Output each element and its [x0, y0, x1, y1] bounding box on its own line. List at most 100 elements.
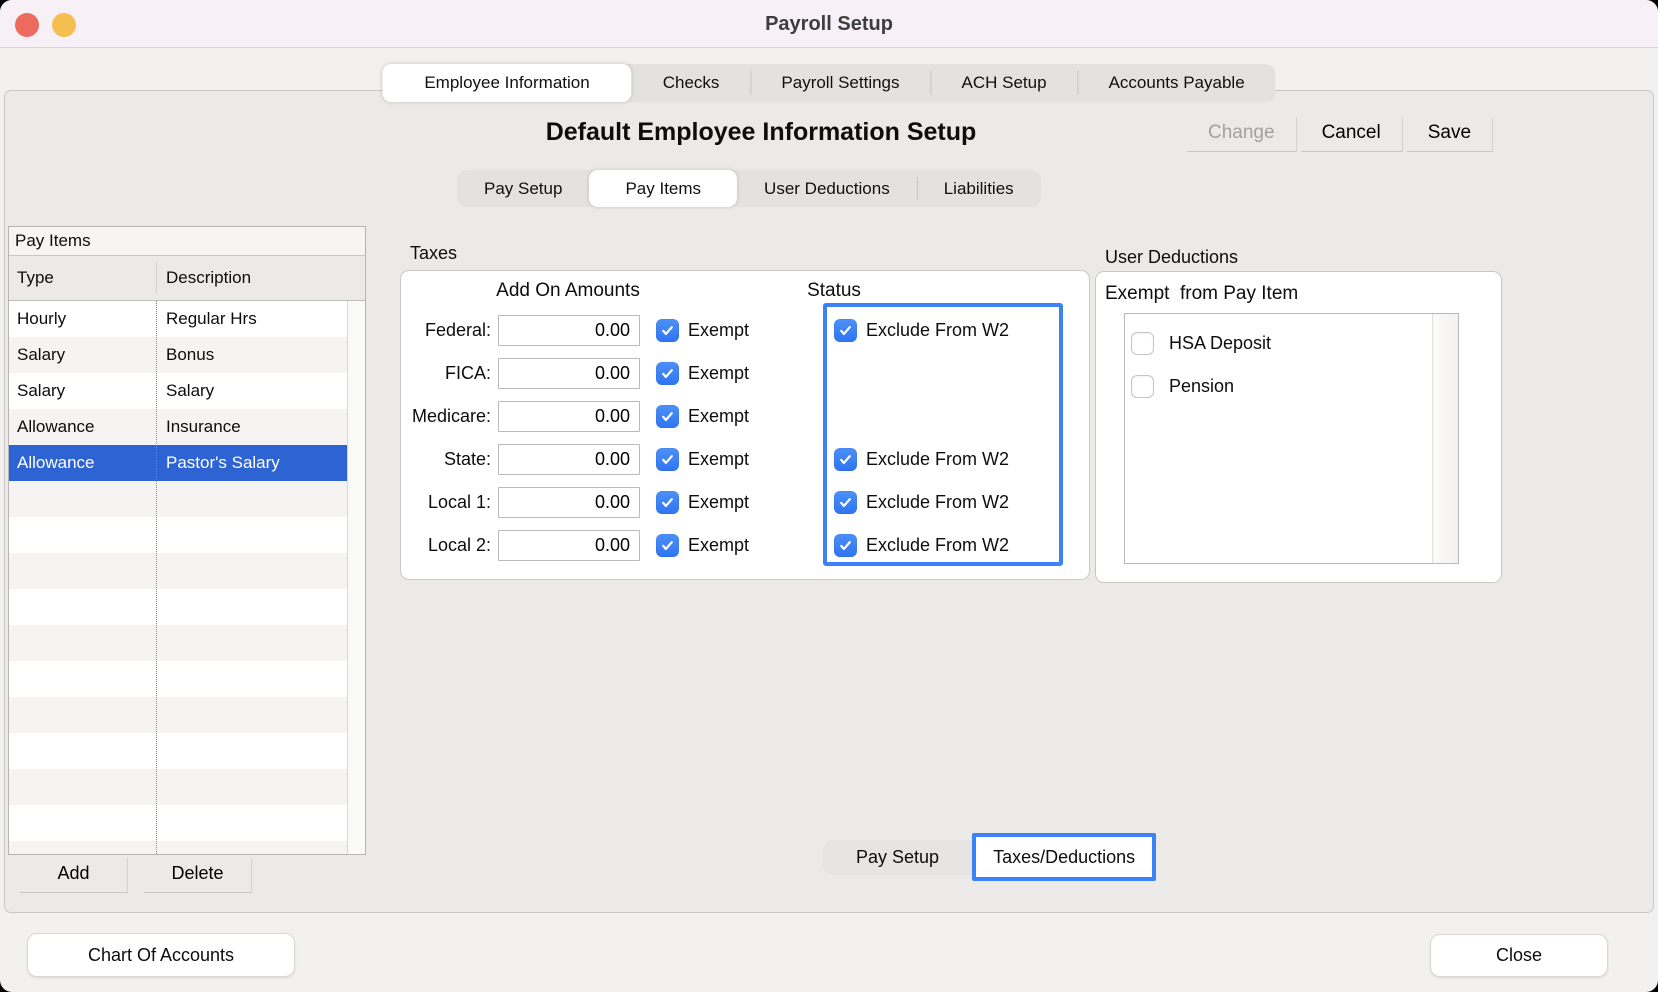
list-item-hsa-deposit: HSA Deposit	[1131, 322, 1428, 365]
column-header-type: Type	[17, 268, 54, 287]
table-row[interactable]: Salary Bonus	[9, 337, 347, 373]
exempt-label: Exempt	[688, 406, 750, 426]
pension-checkbox[interactable]	[1131, 375, 1154, 398]
local1-amount-input[interactable]	[498, 487, 640, 518]
taxes-group-box: Add On Amounts Status Federal: Exempt Ex…	[400, 270, 1090, 580]
table-row-empty[interactable]	[9, 661, 347, 697]
tab-employee-information[interactable]: Employee Information	[382, 64, 632, 102]
pay-items-rows: Hourly Regular Hrs Salary Bonus Salary S…	[9, 301, 365, 854]
add-on-amounts-header: Add On Amounts	[496, 280, 640, 301]
table-row-empty[interactable]	[9, 625, 347, 661]
table-row-empty[interactable]	[9, 733, 347, 769]
tab-accounts-payable[interactable]: Accounts Payable	[1077, 64, 1276, 102]
list-item-pension: Pension	[1131, 365, 1428, 408]
cell-description: Bonus	[166, 345, 215, 364]
delete-button[interactable]: Delete	[144, 858, 252, 893]
cell-description: Insurance	[166, 417, 241, 436]
deductions-scrollbar[interactable]	[1432, 314, 1458, 563]
table-row-empty[interactable]	[9, 841, 347, 854]
user-deductions-box: Exempt from Pay Item HSA Deposit Pension	[1095, 271, 1502, 583]
main-tab-strip: Employee Information Checks Payroll Sett…	[382, 64, 1276, 102]
tax-row-state: State: Exempt Exclude From W2	[401, 438, 1089, 481]
tab-checks[interactable]: Checks	[662, 73, 720, 92]
tax-row-medicare: Medicare: Exempt	[401, 395, 1089, 438]
user-deductions-group-label: User Deductions	[1105, 247, 1239, 267]
fica-label: FICA:	[444, 363, 491, 383]
local1-label: Local 1:	[427, 492, 491, 512]
subtab-liabilities[interactable]: Liabilities	[916, 170, 1041, 207]
table-scrollbar[interactable]	[347, 301, 365, 854]
bottom-tab-strip: Pay Setup Taxes/Deductions	[823, 833, 1157, 881]
table-row-selected[interactable]: Allowance Pastor's Salary	[9, 445, 347, 481]
medicare-amount-input[interactable]	[498, 401, 640, 432]
exempt-checkbox-fica[interactable]	[656, 362, 679, 385]
table-row-empty[interactable]	[9, 805, 347, 841]
header-buttons: Change Cancel Save	[1185, 117, 1495, 152]
bottom-tab-pay-setup[interactable]: Pay Setup	[823, 839, 973, 875]
change-button[interactable]: Change	[1187, 117, 1297, 152]
state-label: State:	[443, 449, 491, 469]
subtab-pay-items[interactable]: Pay Items	[589, 170, 738, 207]
pay-items-caption: Pay Items	[9, 227, 365, 256]
table-row-empty[interactable]	[9, 481, 347, 517]
close-window-button[interactable]	[15, 13, 39, 37]
exempt-checkbox-local1[interactable]	[656, 491, 679, 514]
taxes-group-label: Taxes	[410, 243, 458, 263]
table-row-empty[interactable]	[9, 697, 347, 733]
table-row-empty[interactable]	[9, 517, 347, 553]
table-row[interactable]: Allowance Insurance	[9, 409, 347, 445]
chart-of-accounts-button[interactable]: Chart Of Accounts	[27, 933, 295, 977]
state-amount-input[interactable]	[498, 444, 640, 475]
exclude-w2-checkbox-local1[interactable]	[834, 491, 857, 514]
hsa-deposit-label: HSA Deposit	[1169, 333, 1272, 353]
minimize-window-button[interactable]	[52, 13, 76, 37]
user-deductions-list: HSA Deposit Pension	[1124, 313, 1459, 564]
table-row[interactable]: Salary Salary	[9, 373, 347, 409]
local2-amount-input[interactable]	[498, 530, 640, 561]
add-button[interactable]: Add	[20, 858, 128, 893]
exclude-w2-highlight-box	[823, 303, 1063, 566]
table-row-empty[interactable]	[9, 589, 347, 625]
table-row-empty[interactable]	[9, 553, 347, 589]
tab-ach-setup[interactable]: ACH Setup	[930, 64, 1078, 102]
exclude-w2-checkbox-federal[interactable]	[834, 319, 857, 342]
cell-type: Allowance	[17, 453, 95, 472]
table-row[interactable]: Hourly Regular Hrs	[9, 301, 347, 337]
subtab-user-deductions[interactable]: User Deductions	[764, 178, 890, 198]
fica-amount-input[interactable]	[498, 358, 640, 389]
exempt-label: Exempt	[688, 363, 750, 383]
exclude-w2-checkbox-local2[interactable]	[834, 534, 857, 557]
cell-type: Hourly	[17, 309, 67, 328]
exclude-w2-checkbox-state[interactable]	[834, 448, 857, 471]
sub-tab-strip: Pay Setup Pay Items User Deductions Liab…	[457, 170, 1041, 207]
save-button[interactable]: Save	[1406, 117, 1494, 152]
exempt-checkbox-local2[interactable]	[656, 534, 679, 557]
exempt-checkbox-federal[interactable]	[656, 319, 679, 342]
exclude-w2-label: Exclude From W2	[866, 449, 1010, 469]
federal-label: Federal:	[424, 320, 491, 340]
medicare-label: Medicare:	[411, 406, 491, 426]
window-title: Payroll Setup	[765, 13, 893, 35]
federal-amount-input[interactable]	[498, 315, 640, 346]
tab-payroll-settings[interactable]: Payroll Settings	[750, 64, 930, 102]
column-divider	[156, 301, 157, 854]
titlebar: Payroll Setup	[0, 0, 1658, 48]
close-button[interactable]: Close	[1430, 934, 1608, 977]
cancel-button[interactable]: Cancel	[1300, 117, 1403, 152]
subtab-pay-setup[interactable]: Pay Setup	[484, 178, 563, 198]
bottom-tab-taxes-deductions[interactable]: Taxes/Deductions	[972, 833, 1157, 881]
table-actions: Add Delete	[18, 858, 266, 893]
exempt-label: Exempt	[688, 320, 750, 340]
hsa-deposit-checkbox[interactable]	[1131, 332, 1154, 355]
exclude-w2-label: Exclude From W2	[866, 535, 1010, 555]
pay-items-column-headers: Type Description	[9, 256, 365, 301]
tax-row-local2: Local 2: Exempt Exclude From W2	[401, 524, 1089, 567]
exempt-checkbox-state[interactable]	[656, 448, 679, 471]
table-row-empty[interactable]	[9, 769, 347, 805]
exempt-from-pay-item-title: Exempt from Pay Item	[1105, 283, 1299, 304]
exclude-w2-label: Exclude From W2	[866, 492, 1010, 512]
exempt-label: Exempt	[688, 449, 750, 469]
cell-type: Salary	[17, 381, 66, 400]
local2-label: Local 2:	[427, 535, 491, 555]
exempt-checkbox-medicare[interactable]	[656, 405, 679, 428]
